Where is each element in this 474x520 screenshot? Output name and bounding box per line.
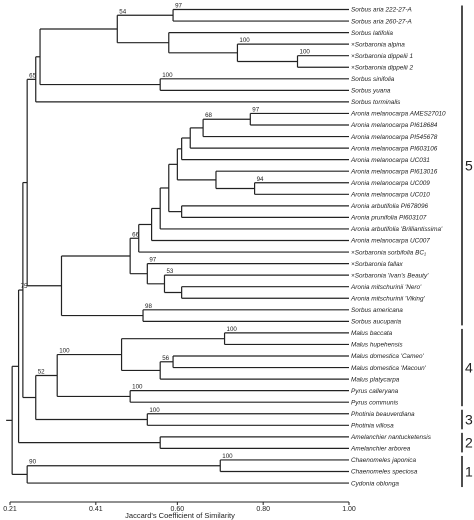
bootstrap-value: 66 [132,231,139,238]
leaf-label: Chaenomeles speciosa [351,469,418,476]
branches-layer [6,8,349,484]
group-label: 1 [465,464,473,480]
bootstrap-value: 65 [29,72,36,79]
bootstrap-value: 53 [166,268,173,275]
bootstrap-value: 68 [205,112,212,119]
bootstrap-value: 94 [257,176,264,183]
bootstrap-value: 100 [132,384,143,391]
bootstrap-value: 100 [222,453,233,460]
leaf-label: Aronia melanocarpa UC031 [350,157,430,164]
leaf-label: Photinia beauverdiana [351,411,415,418]
leaf-label: ×Sorbaronia fallax [351,261,403,268]
leaf-label: Sorbus yuana [351,88,391,95]
leaf-label: Sorbus aria 222-27-A [351,7,412,14]
bootstrap-value: 100 [239,37,250,44]
bootstrap-value: 100 [300,49,311,56]
bootstrap-value: 75 [21,283,28,290]
leaf-label: Cydonia oblonga [351,480,399,487]
bootstrap-value: 100 [149,407,160,414]
bootstrap-value: 97 [252,106,259,113]
leaf-label: Sorbus aria 260-27-A [351,18,412,25]
leaf-label: Aronia melanocarpa UC007 [350,238,430,245]
leaf-label: Amelanchier arborea [350,446,411,453]
leaf-label: Aronia prunifolia PI603107 [350,215,427,222]
bootstrap-value: 100 [162,72,173,79]
x-tick-label: 0.80 [256,506,270,513]
leaf-label: Sorbus aucuparia [351,319,402,326]
leaf-label: ×Sorbaronia dippelii 2 [351,64,413,71]
bootstrap-value: 54 [119,8,126,15]
x-axis-ticks: 0.21 0.41 0.60 0.80 1.00 [3,502,356,513]
group-label: 2 [465,435,473,451]
bootstrap-value: 98 [145,303,152,310]
leaf-label: Chaenomeles japonica [351,457,416,464]
leaf-label: Amelanchier nantucketensis [350,434,432,441]
leaf-label: ×Sorbaronia sorbifolia BC₁ [351,249,426,256]
leaf-label: ×Sorbaronia 'Ivan's Beauty' [351,272,429,279]
leaf-label: Sorbus torminalis [351,99,401,106]
leaf-label: Aronia melanocarpa PI603106 [350,145,438,152]
x-axis-title: Jaccard's Coefficient of Similarity [125,511,235,520]
bootstrap-layer: 97 100 100 54 100 97 68 94 53 97 66 98 65 100 56 100 100… [21,3,311,466]
leaf-label: Pyrus calleryana [351,388,399,395]
bootstrap-value: 56 [162,355,169,362]
leaf-label: Malus domestica 'Macoun' [351,365,427,372]
bootstrap-value: 100 [59,348,70,355]
leaf-label: Sorbus americana [351,307,403,314]
leaf-label: Malus hupehensis [351,342,403,349]
group-label: 5 [465,157,473,173]
leaf-label: Aronia melanocarpa UC010 [350,192,430,199]
leaf-label: Pyrus communis [351,399,399,406]
x-tick-label: 0.21 [3,506,17,513]
leaf-label: Aronia melanocarpa PI545678 [350,134,438,141]
bootstrap-value: 97 [175,3,182,10]
leaf-label: Sorbus sinifolia [351,76,395,83]
leaf-label: Malus domestica 'Cameo' [351,353,425,360]
leaf-label: Aronia melanocarpa PI618684 [350,122,438,129]
leaf-label: ×Sorbaronia dippelii 1 [351,53,413,60]
bootstrap-value: 97 [149,257,156,264]
leaf-label: Malus platycarpa [351,376,400,383]
leaf-label: Aronia melanocarpa AMES27010 [350,111,446,118]
leaf-label: Aronia mitschurinii 'Nero' [350,284,422,291]
leaf-label: Aronia melanocarpa PI613016 [350,168,438,175]
bootstrap-value: 90 [29,459,36,466]
group-label: 3 [465,412,473,428]
x-tick-label: 0.60 [171,506,185,513]
leaf-label: Aronia arbutifolia 'Brilliantissima' [350,226,443,233]
bootstrap-value: 100 [227,326,238,333]
x-tick-label: 0.41 [89,506,103,513]
leaf-label: Aronia mitschurinii 'Viking' [350,295,425,302]
leaf-label: Sorbus latifolia [351,30,393,37]
leaf-label: Aronia arbutifolia PI678096 [350,203,429,210]
leaf-label: Aronia melanocarpa UC009 [350,180,430,187]
leaf-label: Photinia villosa [351,423,394,430]
leaf-label: Malus baccata [351,330,393,337]
leaf-label: ×Sorbaronia alpina [351,41,405,48]
group-label: 4 [465,360,473,376]
bootstrap-value: 52 [38,368,45,375]
group-brackets-layer: 5 4 3 2 1 [461,5,473,488]
x-tick-label: 1.00 [342,506,356,513]
leaf-labels-layer: Sorbus aria 222-27-A Sorbus aria 260-27-A… [350,7,446,488]
x-axis: 0.21 0.41 0.60 0.80 1.00 Jaccard's Coefficie… [3,501,356,520]
